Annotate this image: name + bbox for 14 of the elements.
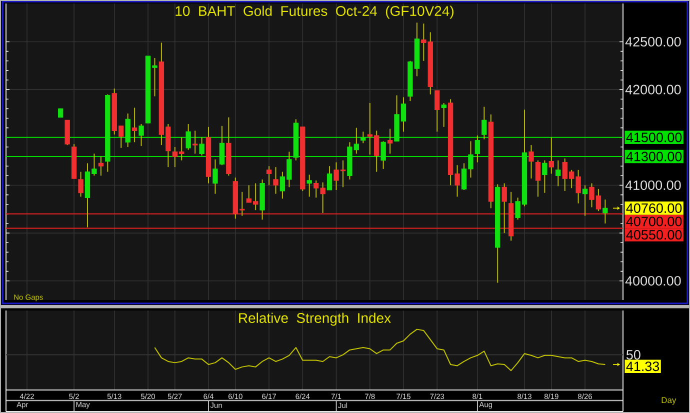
y-tick-label: 42500.00 [625,36,681,47]
ref-line-label: 40550.00 [626,230,682,240]
y-tick-label: 40000.00 [625,276,681,286]
text: 40760.00 [626,203,682,213]
chart-title: 10 BAHT Gold Futures Oct-24 (GF10V24) [176,6,454,19]
ref-line-label: 41500.00 [626,132,682,142]
y-tick-label: 41000.00 [625,180,681,190]
y-tick-label: 42000.00 [625,84,681,94]
chart-title: Relative Strength Index [239,312,391,326]
ref-line-label: 41300.00 [626,152,682,162]
text: Day [662,397,676,405]
text: 50 [626,350,640,360]
text: 41.33 [626,362,660,372]
ref-line-label: 40700.00 [626,216,682,226]
